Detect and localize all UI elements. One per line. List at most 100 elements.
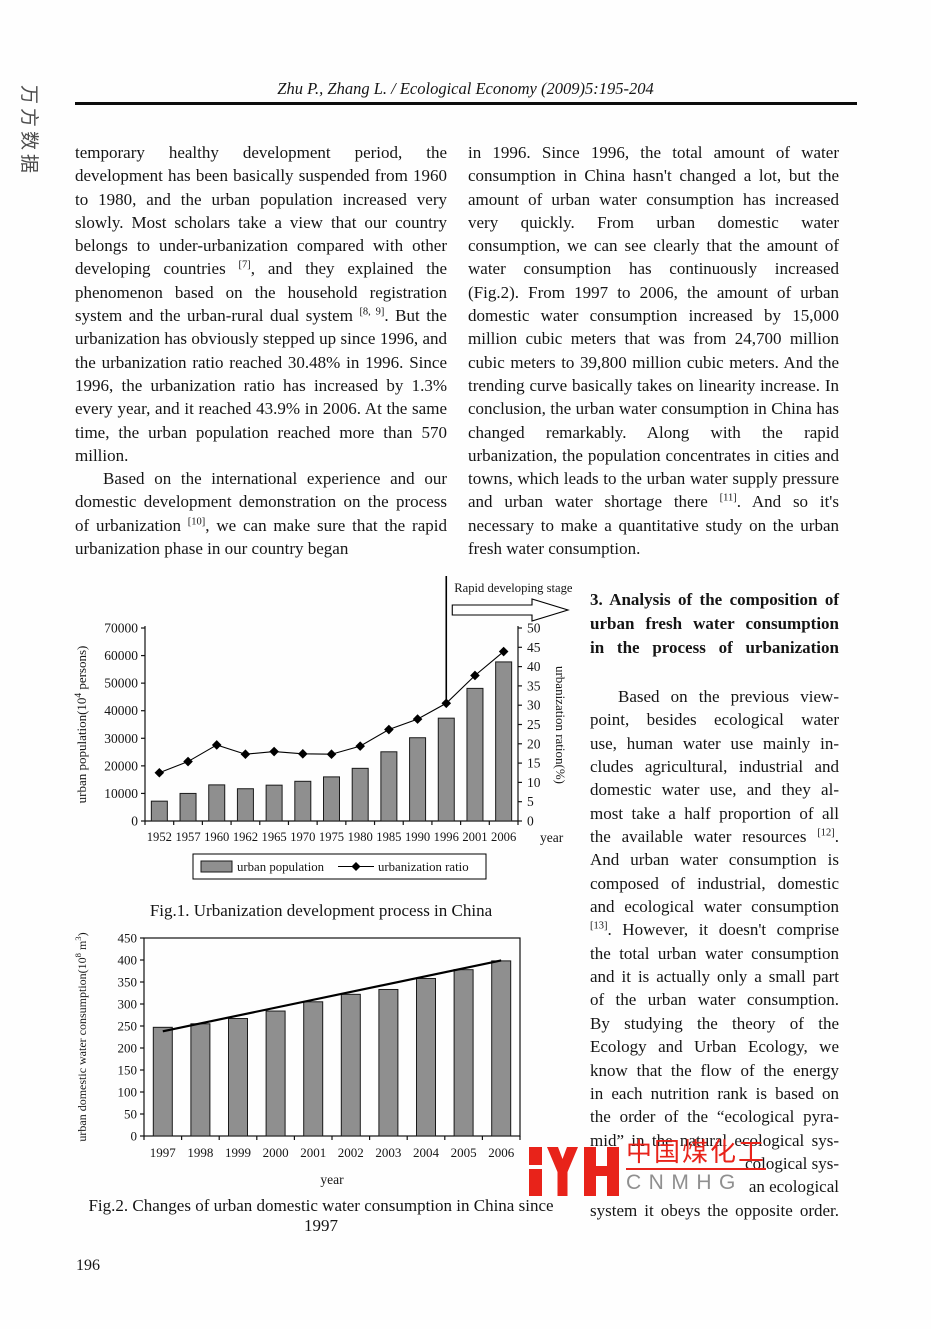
fig2-figure: 0 50 100 150 200 250 300 350 400 450 1997 1998 1999 2…	[72, 928, 574, 1199]
text-line: and ecological water consumption	[590, 897, 839, 917]
fig1-caption: Fig.1. Urbanization development process …	[149, 901, 493, 920]
text-line: urban fresh water consumption	[590, 614, 839, 633]
text-line: in each nutrition rank is based on	[590, 1083, 839, 1103]
text-line: Based on the previous view-	[618, 687, 839, 706]
svg-text:year: year	[540, 830, 564, 845]
text-line: cludes agricultural, industrial and	[590, 757, 839, 777]
svg-text:70000: 70000	[104, 621, 138, 636]
header-citation: Zhu P., Zhang L. / Ecological Economy (2…	[277, 79, 654, 98]
paragraph: in 1996. Since 1996, the total amount of…	[468, 143, 839, 559]
svg-text:150: 150	[118, 1063, 138, 1078]
text-line: the total urban water consumption	[590, 943, 839, 963]
svg-text:350: 350	[118, 975, 138, 990]
svg-text:1975: 1975	[319, 830, 344, 844]
text-line: an ecological	[748, 1177, 839, 1197]
text-line: 3. Analysis of the composition of	[590, 590, 839, 609]
text-line: By studying the theory of the	[590, 1013, 839, 1033]
svg-text:1957: 1957	[175, 830, 200, 844]
svg-text:250: 250	[118, 1019, 138, 1034]
text-line: the available water resources [12].	[590, 827, 839, 847]
svg-text:50000: 50000	[104, 676, 138, 691]
svg-text:450: 450	[118, 931, 138, 946]
svg-text:2005: 2005	[451, 1145, 477, 1160]
svg-text:60000: 60000	[104, 648, 138, 663]
svg-text:2000: 2000	[263, 1145, 289, 1160]
svg-text:2006: 2006	[491, 830, 516, 844]
svg-text:1960: 1960	[204, 830, 229, 844]
svg-text:2004: 2004	[413, 1145, 440, 1160]
svg-text:15: 15	[527, 756, 541, 771]
svg-text:1999: 1999	[225, 1145, 251, 1160]
logo-zh-text: 中国煤化工	[626, 1138, 767, 1170]
svg-text:urban population: urban population	[237, 860, 325, 874]
svg-text:300: 300	[118, 997, 138, 1012]
svg-text:20: 20	[527, 736, 541, 751]
section3-gap	[590, 660, 839, 685]
logo-text: 中国煤化工 CNMHG	[626, 1138, 767, 1195]
fig1-chart: 0 10000 20000 30000 40000 50000 60000 70000 0 5 10…	[74, 576, 573, 880]
text-line: composed of industrial, domestic	[590, 873, 839, 893]
text-line: mid” in the natural ecological sys-	[590, 1130, 839, 1150]
svg-text:1996: 1996	[434, 830, 459, 844]
svg-text:10: 10	[527, 775, 541, 790]
fig1-figure: 0 10000 20000 30000 40000 50000 60000 70000 0 5 10…	[70, 573, 573, 896]
logo-mark-icon	[529, 1147, 619, 1196]
svg-text:1970: 1970	[290, 830, 315, 844]
svg-text:1962: 1962	[233, 830, 258, 844]
svg-text:30: 30	[527, 698, 541, 713]
svg-text:40000: 40000	[104, 703, 138, 718]
text-line: point, besides ecological water	[590, 710, 839, 730]
section3: 3. Analysis of the composition of urban f…	[590, 588, 839, 1222]
text-line: most take a half proportion of all	[590, 803, 839, 823]
text-line: system it obeys the opposite order.	[590, 1200, 839, 1220]
svg-text:0: 0	[527, 814, 534, 829]
svg-text:0: 0	[131, 814, 138, 829]
text-line: and it is actually only a small part	[590, 967, 839, 987]
svg-text:20000: 20000	[104, 758, 138, 773]
svg-text:urbanization ration(%): urbanization ration(%)	[553, 666, 568, 784]
svg-text:200: 200	[118, 1041, 138, 1056]
svg-text:45: 45	[527, 640, 541, 655]
svg-text:50: 50	[124, 1107, 137, 1122]
text-line: domestic water use, and they al-	[590, 780, 839, 800]
svg-text:2001: 2001	[300, 1145, 326, 1160]
section3-body: Based on the previous view-point, beside…	[590, 685, 839, 1222]
svg-text:1990: 1990	[405, 830, 430, 844]
svg-text:2003: 2003	[375, 1145, 401, 1160]
logo-latin-text: CNMHG	[626, 1171, 743, 1194]
cnmhg-logo: 中国煤化工 CNMHG	[528, 1138, 767, 1197]
svg-text:0: 0	[131, 1129, 138, 1144]
text-line: the order of the “ecological pyra-	[590, 1107, 839, 1127]
svg-text:1985: 1985	[376, 830, 401, 844]
svg-text:50: 50	[527, 621, 541, 636]
text-line: know that the flow of the energy	[590, 1060, 839, 1080]
svg-text:year: year	[320, 1172, 344, 1187]
svg-text:10000: 10000	[104, 786, 138, 801]
svg-text:100: 100	[118, 1085, 138, 1100]
svg-text:35: 35	[527, 678, 541, 693]
text-line: cological sys-	[745, 1153, 839, 1173]
text-line: [13]. However, it doesn't comprise	[590, 920, 839, 940]
svg-text:30000: 30000	[104, 731, 138, 746]
page-number: 196	[76, 1257, 100, 1274]
svg-text:2002: 2002	[338, 1145, 364, 1160]
svg-text:2006: 2006	[488, 1145, 515, 1160]
svg-text:1998: 1998	[187, 1145, 213, 1160]
svg-text:2001: 2001	[462, 830, 487, 844]
text-line: of the urban water consumption.	[590, 990, 839, 1010]
svg-text:400: 400	[118, 953, 138, 968]
text-line: use, human water use mainly in-	[590, 733, 839, 753]
text-line: And urban water consumption is	[590, 850, 839, 870]
svg-text:urban domestic water consumpti: urban domestic water consumption(108 m3)	[73, 932, 89, 1141]
fig2-caption: Fig.2. Changes of urban domestic water c…	[88, 1196, 554, 1235]
text-line: in the process of urbanization	[590, 638, 839, 657]
svg-text:1997: 1997	[150, 1145, 177, 1160]
svg-text:40: 40	[527, 659, 541, 674]
fig2-chart: 0 50 100 150 200 250 300 350 400 450 1997 1998 1999 2…	[73, 931, 521, 1187]
svg-text:1952: 1952	[147, 830, 172, 844]
svg-text:1980: 1980	[348, 830, 373, 844]
svg-text:25: 25	[527, 717, 541, 732]
right-column: in 1996. Since 1996, the total amount of…	[468, 141, 839, 560]
svg-text:urban population(104 persons): urban population(104 persons)	[74, 646, 89, 804]
